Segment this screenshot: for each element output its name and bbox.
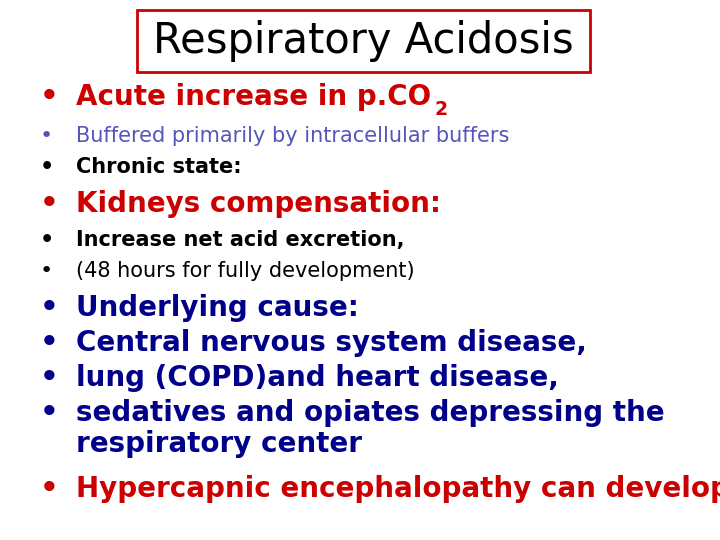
Text: Respiratory Acidosis: Respiratory Acidosis (153, 20, 574, 62)
Text: Chronic state:: Chronic state: (76, 157, 241, 178)
Text: Kidneys compensation:: Kidneys compensation: (76, 190, 441, 218)
Text: Increase net acid excretion,: Increase net acid excretion, (76, 230, 404, 250)
Text: •: • (40, 230, 54, 250)
Text: (48 hours for fully development): (48 hours for fully development) (76, 261, 414, 281)
FancyBboxPatch shape (137, 10, 590, 72)
Text: •: • (40, 83, 58, 111)
Text: •: • (40, 329, 58, 357)
Text: Buffered primarily by intracellular buffers: Buffered primarily by intracellular buff… (76, 126, 509, 146)
Text: •: • (40, 190, 58, 218)
Text: Central nervous system disease,: Central nervous system disease, (76, 329, 587, 357)
Text: Underlying cause:: Underlying cause: (76, 294, 359, 322)
Text: 2: 2 (434, 99, 447, 119)
Text: •: • (40, 364, 58, 392)
Text: •: • (40, 475, 58, 503)
Text: •: • (40, 126, 53, 146)
Text: lung (COPD)and heart disease,: lung (COPD)and heart disease, (76, 364, 559, 392)
Text: •: • (40, 157, 54, 178)
Text: Hypercapnic encephalopathy can develop: Hypercapnic encephalopathy can develop (76, 475, 720, 503)
Text: sedatives and opiates depressing the: sedatives and opiates depressing the (76, 399, 665, 427)
Text: respiratory center: respiratory center (76, 430, 361, 458)
Text: •: • (40, 261, 53, 281)
Text: Acute increase in p.CO: Acute increase in p.CO (76, 83, 431, 111)
Text: •: • (40, 294, 58, 322)
Text: •: • (40, 399, 58, 427)
